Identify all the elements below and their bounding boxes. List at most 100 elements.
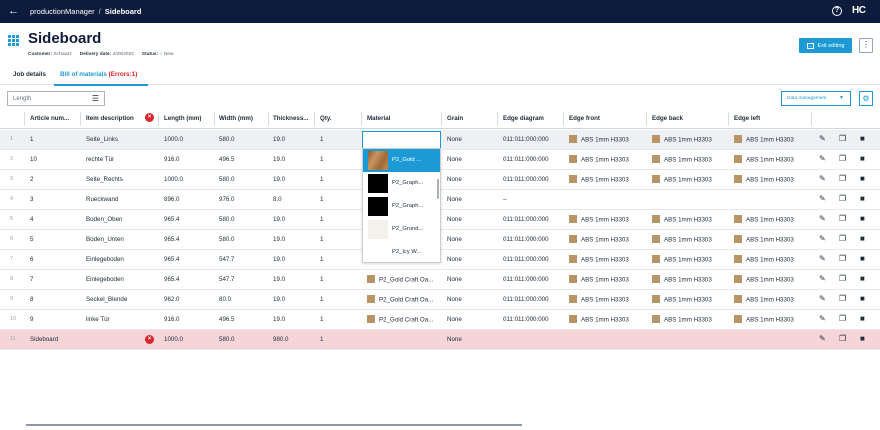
cell-length[interactable]: 965.4 [164, 236, 179, 243]
cell-edge-diagram[interactable]: 011:011:000:000 [503, 176, 549, 183]
cell-edge-front[interactable]: ABS 1mm H3303 [569, 175, 629, 184]
cell-length[interactable]: 1000.0 [164, 136, 183, 143]
cell-article[interactable]: 7 [30, 276, 33, 283]
cell-width[interactable]: 496.5 [219, 316, 234, 323]
table-row[interactable]: 10 9 linke Tür 916.0 496.5 19.0 1 P2_Gold Craft… [0, 310, 880, 330]
cell-edge-diagram[interactable]: 011:011:000:000 [503, 276, 549, 283]
cell-grain[interactable]: None [447, 276, 462, 283]
cell-edge-back[interactable]: ABS 1mm H3303 [652, 295, 712, 304]
cell-item[interactable]: Boden_Unten [86, 236, 124, 243]
cell-edge-left[interactable]: ABS 1mm H3303 [734, 155, 794, 164]
cell-article[interactable]: 6 [30, 256, 33, 263]
cell-article[interactable]: 1 [30, 136, 33, 143]
filter-icon[interactable]: ☰ [91, 94, 99, 103]
cell-edge-front[interactable]: ABS 1mm H3303 [569, 235, 629, 244]
cell-edge-diagram[interactable]: 011:011:000:000 [503, 316, 549, 323]
cell-grain[interactable]: None [447, 256, 462, 263]
cell-edge-diagram[interactable]: 011:011:000:000 [503, 296, 549, 303]
col-item[interactable]: Item description [86, 115, 134, 122]
cell-article[interactable]: 8 [30, 296, 33, 303]
cell-item[interactable]: Einlegeboden [86, 256, 124, 263]
cell-width[interactable]: 976.0 [219, 196, 234, 203]
edit-icon[interactable]: ✎ [819, 254, 826, 263]
cell-edge-back[interactable]: ABS 1mm H3303 [652, 275, 712, 284]
col-length[interactable]: Length (mm) [164, 115, 202, 122]
col-edge-back[interactable]: Edge back [652, 115, 683, 122]
delete-icon[interactable]: ■ [860, 214, 865, 223]
cell-width[interactable]: 496.5 [219, 156, 234, 163]
cell-qty[interactable]: 1 [320, 296, 323, 303]
cell-edge-front[interactable]: ABS 1mm H3303 [569, 255, 629, 264]
cell-qty[interactable]: 1 [320, 336, 323, 343]
copy-icon[interactable]: ❐ [839, 234, 847, 243]
edit-icon[interactable]: ✎ [819, 134, 826, 143]
delete-icon[interactable]: ■ [860, 314, 865, 323]
cell-edge-left[interactable]: ABS 1mm H3303 [734, 235, 794, 244]
cell-edge-diagram[interactable]: 011:011:000:000 [503, 256, 549, 263]
cell-edge-front[interactable]: ABS 1mm H3303 [569, 275, 629, 284]
edit-icon[interactable]: ✎ [819, 194, 826, 203]
cell-qty[interactable]: 1 [320, 256, 323, 263]
tab-bill-of-materials[interactable]: Bill of materials (Errors:1) [54, 71, 148, 86]
cell-thickness[interactable]: 19.0 [273, 276, 285, 283]
cell-edge-left[interactable]: ABS 1mm H3303 [734, 215, 794, 224]
edit-icon[interactable]: ✎ [819, 154, 826, 163]
settings-gear-icon[interactable]: ⚙ [859, 91, 873, 106]
cell-item[interactable]: rechte Tür [86, 156, 114, 163]
cell-edge-diagram[interactable]: 011:011:000:000 [503, 236, 549, 243]
cell-grain[interactable]: None [447, 236, 462, 243]
cell-item[interactable]: Seite_Rechts [86, 176, 123, 183]
cell-qty[interactable]: 1 [320, 276, 323, 283]
cell-edge-front[interactable]: ABS 1mm H3303 [569, 155, 629, 164]
delete-icon[interactable]: ■ [860, 134, 865, 143]
cell-qty[interactable]: 1 [320, 196, 323, 203]
copy-icon[interactable]: ❐ [839, 274, 847, 283]
cell-width[interactable]: 547.7 [219, 276, 234, 283]
cell-item[interactable]: linke Tür [86, 316, 110, 323]
copy-icon[interactable]: ❐ [839, 294, 847, 303]
table-row[interactable]: 8 7 Einlegeboden 965.4 547.7 19.0 1 P2_Gold Cra… [0, 270, 880, 290]
cell-length[interactable]: 916.0 [164, 316, 179, 323]
cell-material[interactable]: P2_Gold Craft Oa... [367, 275, 433, 284]
col-width[interactable]: Width (mm) [219, 115, 253, 122]
cell-edge-back[interactable]: ABS 1mm H3303 [652, 155, 712, 164]
cell-edge-front[interactable]: ABS 1mm H3303 [569, 295, 629, 304]
delete-icon[interactable]: ■ [860, 254, 865, 263]
cell-article[interactable]: 4 [30, 216, 33, 223]
horizontal-scrollbar[interactable] [26, 424, 522, 426]
cell-thickness[interactable]: 19.0 [273, 236, 285, 243]
cell-material[interactable]: P2_Gold Craft Oa... [367, 315, 433, 324]
cell-grain[interactable]: None [447, 296, 462, 303]
cell-edge-back[interactable]: ABS 1mm H3303 [652, 235, 712, 244]
cell-qty[interactable]: 1 [320, 176, 323, 183]
cell-article[interactable]: 3 [30, 196, 33, 203]
cell-edge-diagram[interactable]: 011:011:000:000 [503, 136, 549, 143]
cell-edge-left[interactable]: ABS 1mm H3303 [734, 275, 794, 284]
col-article[interactable]: Article num... [30, 115, 70, 122]
cell-qty[interactable]: 1 [320, 156, 323, 163]
cell-edge-back[interactable]: ABS 1mm H3303 [652, 315, 712, 324]
delete-icon[interactable]: ■ [860, 274, 865, 283]
cell-length[interactable]: 916.0 [164, 156, 179, 163]
cell-article[interactable]: 10 [30, 156, 37, 163]
edit-icon[interactable]: ✎ [819, 334, 826, 343]
cell-edge-back[interactable]: ABS 1mm H3303 [652, 215, 712, 224]
delete-icon[interactable]: ■ [860, 154, 865, 163]
cell-thickness[interactable]: 19.0 [273, 256, 285, 263]
col-edge-front[interactable]: Edge front [569, 115, 600, 122]
cell-length[interactable]: 1000.0 [164, 176, 183, 183]
material-option[interactable]: P2_Gold ... [363, 149, 440, 172]
cell-width[interactable]: 580.0 [219, 216, 234, 223]
edit-icon[interactable]: ✎ [819, 294, 826, 303]
cell-article[interactable]: Sideboard [30, 336, 58, 343]
edit-icon[interactable]: ✎ [819, 214, 826, 223]
cell-length[interactable]: 962.0 [164, 296, 179, 303]
dropdown-scrollbar[interactable] [437, 179, 439, 199]
cell-width[interactable]: 80.0 [219, 296, 231, 303]
cell-item[interactable]: Rueckwand [86, 196, 118, 203]
copy-icon[interactable]: ❐ [839, 334, 847, 343]
material-option[interactable]: P2_Icy W... [363, 241, 440, 262]
material-input[interactable] [362, 131, 441, 149]
data-management-dropdown[interactable]: Data management ▼ [781, 91, 851, 106]
cell-length[interactable]: 965.4 [164, 276, 179, 283]
